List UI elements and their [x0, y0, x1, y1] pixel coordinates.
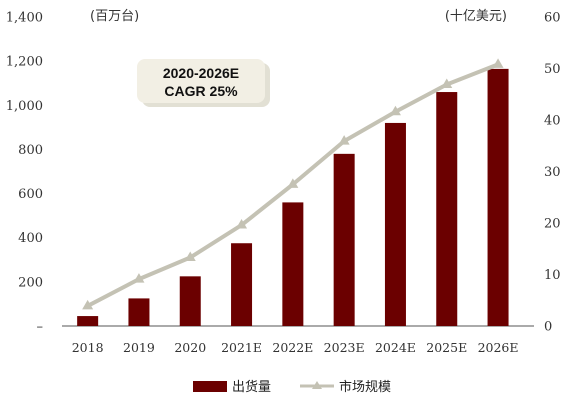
- right-axis-unit: (十亿美元): [445, 9, 507, 24]
- bar: [128, 298, 150, 326]
- right-tick-label: 20: [544, 217, 561, 232]
- right-tick-label: 10: [544, 268, 561, 283]
- bar: [487, 68, 509, 326]
- left-tick-label: 800: [18, 143, 43, 158]
- line-point: [287, 178, 299, 188]
- bar: [282, 202, 304, 326]
- left-tick-label: 1,200: [6, 55, 43, 70]
- x-tick-label: 2025E: [426, 340, 467, 355]
- right-tick-label: 30: [544, 165, 561, 180]
- left-axis-unit: (百万台): [90, 9, 139, 24]
- line-point: [441, 78, 453, 88]
- cagr-callout: 2020-2026E CAGR 25%: [137, 59, 270, 107]
- line-point: [184, 251, 196, 262]
- left-axis-ticks: – 200 400 600 800 1,000 1,200 1,400: [6, 11, 43, 335]
- legend-bar-swatch: [193, 381, 227, 392]
- cagr-callout-line2: CAGR 25%: [164, 83, 238, 99]
- x-tick-label: 2024E: [375, 340, 416, 355]
- cagr-callout-line1: 2020-2026E: [163, 65, 239, 81]
- bars: [77, 68, 509, 327]
- x-tick-label: 2020: [174, 340, 206, 355]
- right-tick-label: 60: [544, 11, 561, 26]
- left-tick-label: 600: [18, 187, 43, 202]
- x-axis-ticks: 2018 2019 2020 2021E 2022E 2023E 2024E 2025E 202…: [72, 340, 519, 355]
- line-point: [82, 299, 94, 310]
- bar: [436, 92, 458, 327]
- x-tick-label: 2019: [123, 340, 155, 355]
- left-tick-label: –: [37, 320, 44, 335]
- line-point: [133, 273, 145, 283]
- legend: 出货量 市场规模: [193, 379, 391, 395]
- line-point: [338, 135, 350, 145]
- right-tick-label: 0: [544, 320, 552, 335]
- left-tick-label: 1,400: [6, 11, 43, 26]
- bar: [179, 276, 201, 326]
- legend-line-marker: [312, 381, 322, 389]
- legend-bar-label: 出货量: [232, 379, 271, 395]
- left-tick-label: 400: [18, 231, 43, 246]
- legend-line-label: 市场规模: [339, 379, 391, 395]
- left-tick-label: 200: [18, 275, 43, 290]
- x-tick-label: 2026E: [478, 340, 519, 355]
- bar: [384, 122, 406, 326]
- bar: [77, 316, 99, 326]
- x-tick-label: 2023E: [324, 340, 365, 355]
- x-tick-label: 2018: [72, 340, 104, 355]
- left-tick-label: 1,000: [6, 99, 43, 114]
- cagr-callout-box: [137, 59, 265, 103]
- x-tick-label: 2021E: [221, 340, 262, 355]
- right-tick-label: 50: [544, 62, 561, 77]
- right-tick-label: 40: [544, 114, 561, 129]
- line-point: [389, 105, 401, 116]
- x-tick-label: 2022E: [272, 340, 313, 355]
- line-point: [492, 58, 504, 68]
- bar: [333, 153, 355, 326]
- market-size-line: [82, 58, 504, 310]
- line-point: [236, 219, 248, 229]
- right-axis-ticks: 0 10 20 30 40 50 60: [544, 11, 561, 335]
- bar: [231, 243, 253, 326]
